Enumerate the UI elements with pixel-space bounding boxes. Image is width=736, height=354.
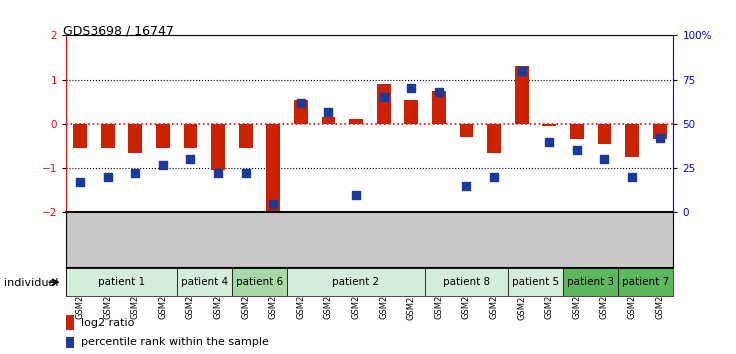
Bar: [66, 337, 74, 348]
Point: [212, 171, 224, 176]
Bar: [432, 91, 446, 124]
Bar: [232, 268, 287, 296]
Bar: [238, 124, 252, 148]
Text: patient 6: patient 6: [236, 277, 283, 287]
Bar: [377, 84, 391, 124]
Point: [322, 109, 334, 114]
Bar: [404, 99, 418, 124]
Point: [267, 201, 279, 206]
Bar: [322, 117, 336, 124]
Bar: [653, 124, 667, 139]
Point: [543, 139, 555, 144]
Text: patient 1: patient 1: [98, 277, 145, 287]
Point: [157, 162, 169, 167]
Text: patient 5: patient 5: [512, 277, 559, 287]
Point: [295, 100, 307, 105]
Bar: [508, 268, 563, 296]
Bar: [266, 124, 280, 212]
Text: patient 2: patient 2: [333, 277, 380, 287]
Point: [185, 156, 197, 162]
Bar: [287, 268, 425, 296]
Bar: [66, 315, 74, 330]
Text: GDS3698 / 16747: GDS3698 / 16747: [63, 25, 174, 38]
Text: patient 8: patient 8: [443, 277, 490, 287]
Point: [571, 148, 583, 153]
Point: [102, 174, 113, 180]
Bar: [487, 124, 501, 153]
Point: [433, 89, 445, 95]
Bar: [563, 268, 618, 296]
Bar: [101, 124, 115, 148]
Bar: [211, 124, 225, 170]
Text: patient 3: patient 3: [567, 277, 615, 287]
Bar: [598, 124, 612, 144]
Bar: [183, 124, 197, 148]
Text: percentile rank within the sample: percentile rank within the sample: [81, 337, 269, 347]
Text: patient 4: patient 4: [180, 277, 228, 287]
Point: [130, 171, 141, 176]
Point: [350, 192, 362, 198]
Text: patient 7: patient 7: [622, 277, 670, 287]
Point: [240, 171, 252, 176]
Bar: [618, 268, 673, 296]
Bar: [570, 124, 584, 139]
Bar: [459, 124, 473, 137]
Point: [406, 86, 417, 91]
Bar: [177, 268, 232, 296]
Text: log2 ratio: log2 ratio: [81, 318, 135, 328]
Bar: [349, 119, 363, 124]
Point: [626, 174, 638, 180]
Bar: [625, 124, 639, 157]
Text: individual: individual: [4, 278, 58, 288]
Bar: [425, 268, 508, 296]
Bar: [128, 124, 142, 153]
Bar: [156, 124, 170, 148]
Bar: [73, 124, 87, 148]
Bar: [294, 99, 308, 124]
Point: [74, 179, 86, 185]
Point: [378, 95, 389, 100]
Bar: [66, 268, 177, 296]
Point: [516, 68, 528, 74]
Point: [654, 135, 665, 141]
Bar: [514, 66, 528, 124]
Bar: [542, 124, 556, 126]
Point: [488, 174, 500, 180]
Point: [598, 156, 610, 162]
Point: [461, 183, 473, 189]
